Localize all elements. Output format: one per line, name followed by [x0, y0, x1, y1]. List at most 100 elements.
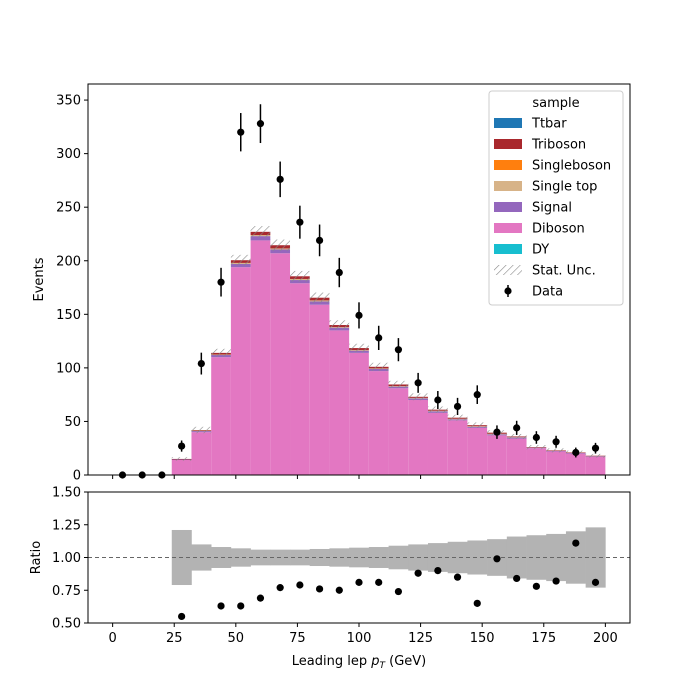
stat-unc-band — [467, 422, 488, 428]
bar-diboson — [447, 420, 468, 475]
legend-label-diboson: Diboson — [532, 222, 585, 237]
bar-diboson — [368, 371, 389, 475]
y-tick-label: 0.50 — [52, 617, 81, 632]
legend-swatch-diboson — [494, 223, 522, 233]
bar-diboson — [309, 304, 330, 475]
x-tick-label: 150 — [470, 631, 495, 646]
bar-diboson — [230, 267, 251, 475]
ratio-point — [375, 578, 383, 586]
x-axis-label: Leading lep pT (GeV) — [292, 654, 426, 671]
legend-swatch-ttbar — [494, 118, 522, 128]
legend-swatch-data — [504, 287, 512, 295]
ratio-y-axis-label: Ratio — [29, 541, 44, 574]
bar-diboson — [211, 357, 231, 475]
main-plot: 0 50 100 150 200 250 300 350 Events — [32, 83, 631, 484]
x-tick-label: 75 — [289, 631, 306, 646]
y-tick-label: 0 — [73, 469, 81, 484]
y-tick-label: 1.50 — [52, 486, 81, 501]
bar-diboson — [329, 330, 350, 475]
x-tick-label: 50 — [228, 631, 245, 646]
legend-swatch-single-top — [494, 181, 522, 191]
data-point — [493, 428, 501, 436]
data-point — [552, 438, 560, 446]
bar-signal — [270, 249, 291, 254]
stat-unc-band — [388, 380, 409, 389]
stat-unc-band — [290, 270, 310, 282]
y-tick-label: 1.00 — [52, 551, 81, 566]
bar-diboson — [408, 400, 428, 475]
bar-diboson — [191, 432, 212, 475]
data-point — [532, 433, 540, 442]
data-point — [513, 424, 521, 432]
data-point — [414, 379, 422, 387]
x-tick-label: 25 — [166, 631, 183, 646]
y-tick-label: 1.25 — [52, 518, 81, 533]
y-tick-label: 300 — [56, 147, 81, 162]
stat-unc-band — [250, 226, 271, 238]
bar-diboson — [270, 253, 291, 475]
ratio-unc-band — [349, 547, 370, 568]
data-point — [256, 120, 265, 128]
bar-diboson — [250, 240, 271, 475]
stat-unc-band — [270, 239, 291, 251]
ratio-unc-band — [447, 541, 468, 574]
ratio-unc-band — [250, 549, 271, 566]
stat-unc-band — [171, 457, 192, 461]
stat-unc-band — [191, 426, 212, 434]
bar-diboson — [388, 388, 409, 475]
stat-unc-band — [368, 362, 389, 371]
y-tick-label: 200 — [56, 254, 81, 269]
data-point — [394, 346, 403, 354]
stat-unc-band — [408, 393, 428, 401]
data-point — [237, 128, 245, 136]
legend-label-dy: DY — [532, 243, 549, 258]
stat-unc-band — [447, 414, 468, 421]
data-point — [315, 236, 324, 244]
legend-label-data: Data — [532, 285, 563, 300]
ratio-point — [591, 578, 600, 586]
ratio-unc-band — [427, 543, 448, 572]
stat-unc-band — [546, 448, 566, 453]
ratio-point — [532, 582, 540, 590]
ratio-plot: 0.50 0.75 1.00 1.25 1.50 0 25 50 75 100 125 150 175 2… — [29, 486, 631, 671]
ratio-point — [453, 573, 462, 581]
x-tick-label: 200 — [593, 631, 618, 646]
legend-label-ttbar: Ttbar — [531, 117, 567, 132]
ratio-unc-band — [565, 531, 586, 584]
ratio-point — [355, 578, 363, 586]
data-point — [178, 442, 186, 450]
ratio-point — [513, 574, 521, 583]
x-tick-label: 100 — [347, 631, 372, 646]
y-axis-label: Events — [32, 257, 47, 301]
x-tick-label: 125 — [408, 631, 433, 646]
ratio-point — [572, 539, 580, 547]
stat-unc-band — [427, 406, 448, 413]
data-point — [197, 359, 205, 368]
bar-diboson — [565, 453, 586, 475]
ratio-point — [493, 555, 501, 563]
stat-unc-band — [211, 348, 231, 357]
data-point — [572, 448, 580, 457]
ratio-point — [552, 577, 560, 585]
legend-swatch-singleboson — [494, 160, 522, 170]
stat-unc-band — [309, 292, 330, 303]
bar-diboson — [546, 451, 566, 475]
legend: sample Ttbar Triboson Singleboson Single top… — [488, 90, 624, 306]
legend-title: sample — [532, 96, 579, 111]
y-tick-label: 150 — [56, 308, 81, 323]
legend-label-singleboson: Singleboson — [532, 159, 611, 174]
legend-label-single-top: Single top — [532, 180, 597, 195]
bar-diboson — [171, 460, 192, 475]
x-tick-label: 175 — [531, 631, 556, 646]
ratio-unc-band — [546, 533, 567, 582]
data-point — [434, 396, 442, 404]
data-point — [591, 444, 600, 452]
bar-signal — [250, 236, 271, 241]
ratio-unc-band — [467, 540, 488, 575]
ratio-point — [276, 584, 284, 592]
legend-label-triboson: Triboson — [531, 138, 586, 153]
bar-diboson — [526, 448, 547, 475]
ratio-point — [296, 581, 304, 589]
data-point — [296, 218, 304, 226]
stat-unc-band — [526, 445, 547, 450]
